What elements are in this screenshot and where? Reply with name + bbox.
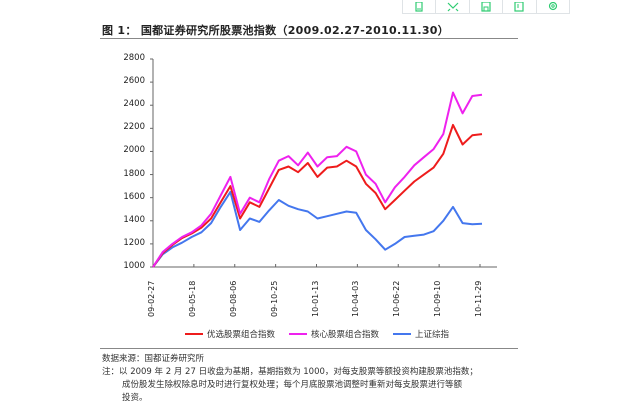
y-tick-label: 2600 xyxy=(123,76,145,87)
chart-legend: 优选股票组合指数 核心股票组合指数 上证综指 xyxy=(185,328,449,340)
legend-item-youxuan: 优选股票组合指数 xyxy=(185,328,275,340)
y-tick-label: 1000 xyxy=(123,261,145,271)
expand-icon xyxy=(447,2,459,11)
series-line-0 xyxy=(152,123,483,268)
export-icon xyxy=(514,1,525,12)
legend-swatch-magenta xyxy=(289,333,308,335)
note-line-2: 成份股发生除权除息时及时进行复权处理；每个月底股票池调整时重新对每支股票进行等额 xyxy=(122,380,463,390)
save-button[interactable] xyxy=(470,0,504,13)
legend-swatch-red xyxy=(185,333,203,335)
legend-label: 优选股票组合指数 xyxy=(207,330,276,340)
save-icon xyxy=(481,1,491,12)
y-tick-label: 2800 xyxy=(123,53,145,63)
legend-label: 核心股票组合指数 xyxy=(311,330,380,340)
tablet-icon xyxy=(415,1,423,12)
x-tick-label: 09-10-25 xyxy=(269,280,279,317)
y-tick-label: 1800 xyxy=(123,168,145,179)
source-divider xyxy=(100,348,518,349)
x-tick-label: 10-06-22 xyxy=(392,280,402,317)
y-tick-label: 2400 xyxy=(123,99,145,110)
tablet-view-button[interactable] xyxy=(403,0,437,13)
settings-icon xyxy=(548,1,557,10)
x-tick-label: 09-08-06 xyxy=(228,280,238,317)
y-tick-label: 1200 xyxy=(123,237,145,248)
legend-item-shanghai: 上证综指 xyxy=(393,328,449,340)
y-tick-label: 2000 xyxy=(123,145,145,156)
export-button[interactable] xyxy=(503,0,537,13)
x-tick-label: 10-04-03 xyxy=(351,280,361,317)
note-line-1: 注：以 2009 年 2 月 27 日收盘为基期，基期指数为 1000，对每支股… xyxy=(102,367,478,377)
note-line-3: 投资。 xyxy=(122,393,148,403)
expand-button[interactable] xyxy=(436,0,470,13)
legend-swatch-blue xyxy=(393,333,412,335)
series-line-1 xyxy=(152,91,483,268)
y-tick-label: 1400 xyxy=(123,214,145,225)
legend-item-hexin: 核心股票组合指数 xyxy=(289,328,379,340)
x-tick-label: 09-05-18 xyxy=(187,280,197,317)
x-tick-label: 09-02-27 xyxy=(147,280,156,317)
x-tick-label: 10-11-29 xyxy=(474,280,483,317)
figure-note: 注：以 2009 年 2 月 27 日收盘为基期，基期指数为 1000，对每支股… xyxy=(102,366,522,405)
x-tick-label: 10-01-13 xyxy=(310,280,320,317)
y-tick-label: 1600 xyxy=(123,191,145,202)
series-line-2 xyxy=(152,190,483,268)
figure-toolbar xyxy=(402,0,570,14)
data-source: 数据来源：国都证券研究所 xyxy=(102,354,205,364)
title-divider xyxy=(100,38,518,39)
legend-label: 上证综指 xyxy=(415,330,450,340)
y-tick-label: 2200 xyxy=(123,122,145,133)
x-tick-label: 10-09-10 xyxy=(433,280,443,317)
settings-button[interactable] xyxy=(537,0,569,13)
figure-title: 图 1： 国都证券研究所股票池指数（2009.02.27-2010.11.30） xyxy=(102,24,450,37)
